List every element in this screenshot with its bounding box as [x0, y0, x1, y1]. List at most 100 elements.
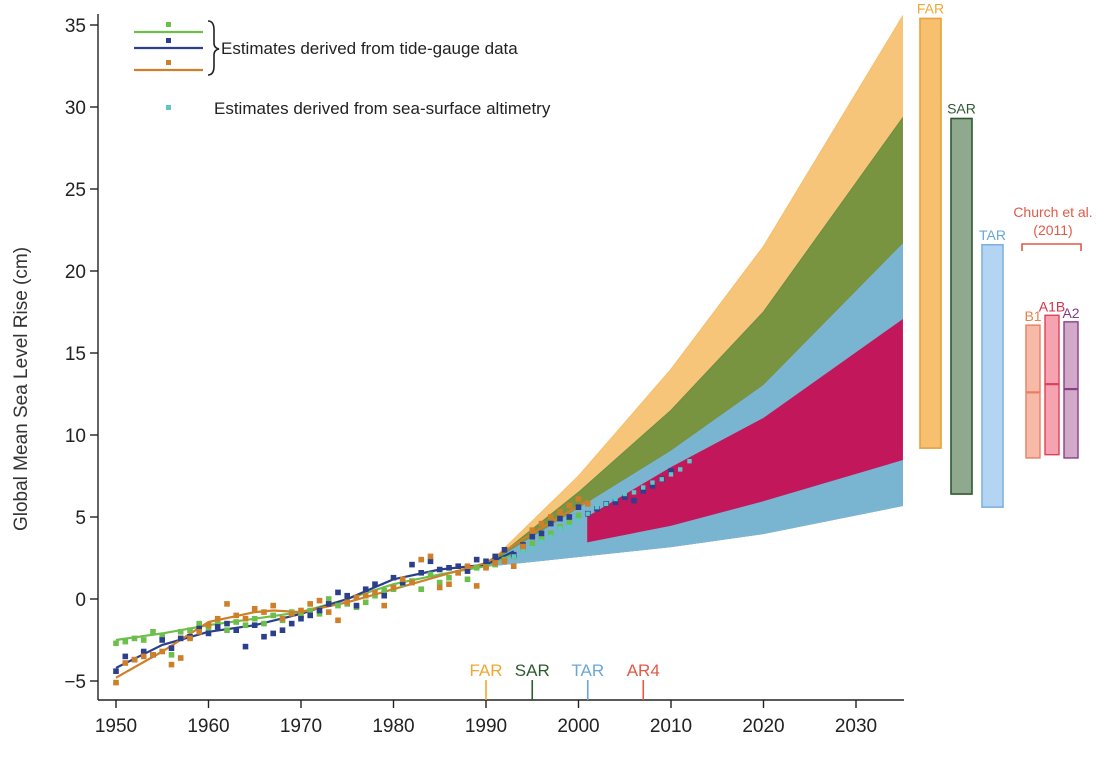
tide-gauge-point-2 — [399, 579, 406, 586]
tide-gauge-point-2 — [446, 565, 452, 571]
release-label-ar4: AR4 — [627, 661, 660, 680]
church-title-line1: Church et al. — [1013, 204, 1092, 220]
x-tick-label: 2030 — [835, 716, 877, 737]
tide-gauge-point-2 — [381, 592, 387, 599]
report-bar-tar — [981, 243, 1004, 508]
tide-gauge-point-3 — [177, 655, 184, 661]
tide-gauge-point-2 — [566, 514, 573, 520]
x-tick-label: 1960 — [187, 716, 229, 737]
tide-gauge-point-3 — [224, 601, 230, 607]
tide-gauge-point-3 — [335, 617, 341, 624]
tide-gauge-point-3 — [261, 609, 267, 615]
tide-gauge-point-2 — [214, 624, 221, 630]
tide-gauge-point-1 — [362, 599, 369, 606]
altimetry-point — [613, 496, 618, 502]
tide-gauge-point-1 — [261, 620, 267, 627]
tide-gauge-point-3 — [187, 635, 193, 642]
release-label-tar: TAR — [571, 661, 604, 680]
tide-gauge-point-1 — [150, 629, 156, 635]
tide-gauge-point-2 — [436, 566, 443, 573]
tide-gauge-point-2 — [668, 468, 674, 474]
y-tick-label: 10 — [65, 426, 86, 447]
y-tick-label: 20 — [65, 262, 86, 283]
altimetry-point — [687, 459, 692, 464]
tide-gauge-point-3 — [307, 601, 313, 607]
tide-gauge-point-3 — [233, 612, 239, 619]
tide-gauge-point-3 — [566, 502, 573, 509]
tide-gauge-point-1 — [113, 640, 119, 647]
report-release-markers: FAR SAR TAR AR4 — [469, 661, 660, 700]
legend-marker-1 — [166, 22, 171, 27]
tide-gauge-point-1 — [298, 612, 304, 619]
tide-gauge-point-3 — [288, 611, 295, 617]
tide-gauge-point-1 — [233, 619, 239, 625]
tide-gauge-point-2 — [270, 630, 276, 637]
tide-gauge-point-2 — [640, 488, 647, 494]
altimetry-point — [678, 467, 683, 472]
legend-brace — [207, 20, 220, 76]
release-label-far: FAR — [469, 661, 502, 680]
tide-gauge-point-1 — [251, 615, 258, 622]
altimetry-point — [567, 524, 572, 529]
tide-gauge-point-1 — [159, 633, 165, 640]
tide-gauge-point-1 — [187, 627, 193, 633]
altimetry-point — [539, 539, 544, 544]
tide-gauge-point-2 — [362, 586, 369, 592]
tide-gauge-point-3 — [455, 570, 461, 576]
tide-gauge-point-3 — [557, 509, 563, 515]
tide-gauge-point-2 — [492, 553, 498, 560]
tide-gauge-point-2 — [353, 602, 360, 609]
tide-gauge-point-2 — [251, 622, 258, 628]
tide-gauge-point-3 — [242, 615, 249, 622]
x-tick-label: 2010 — [650, 716, 692, 737]
tide-gauge-point-3 — [150, 652, 156, 658]
tide-gauge-point-1 — [566, 519, 573, 525]
tide-gauge-point-3 — [298, 607, 304, 614]
x-tick-label: 2020 — [742, 716, 784, 737]
tide-gauge-point-3 — [427, 553, 434, 560]
tide-gauge-point-1 — [335, 602, 341, 609]
tide-gauge-point-2 — [464, 568, 471, 574]
church-bar-label-a2: A2 — [1062, 305, 1079, 321]
church-title-line2: (2011) — [1033, 222, 1072, 238]
tide-gauge-series — [115, 499, 589, 679]
altimetry-point — [631, 490, 637, 495]
tide-gauge-point-1 — [214, 619, 221, 625]
tide-gauge-point-3 — [205, 622, 212, 628]
tide-gauge-point-1 — [242, 622, 249, 628]
tide-gauge-point-2 — [242, 643, 249, 650]
tide-gauge-point-3 — [492, 560, 498, 566]
tide-gauge-point-2 — [409, 561, 415, 568]
tide-gauge-point-1 — [131, 635, 138, 642]
tide-gauge-point-1 — [224, 627, 230, 633]
tide-gauge-point-3 — [409, 579, 415, 586]
report-bar-label-tar: TAR — [979, 227, 1006, 243]
tide-gauge-point-1 — [446, 574, 452, 581]
tide-gauge-point-3 — [483, 565, 489, 571]
church-bracket — [1021, 243, 1082, 251]
church-bar-label-b1: B1 — [1024, 308, 1041, 324]
tide-gauge-point-3 — [251, 606, 258, 612]
x-tick-label: 1980 — [372, 716, 414, 737]
tide-gauge-point-2 — [557, 515, 563, 522]
tide-gauge-point-3 — [520, 543, 526, 550]
tide-gauge-line-1 — [115, 552, 515, 642]
tide-gauge-point-2 — [316, 607, 323, 614]
legend-marker-3 — [166, 60, 171, 65]
tide-gauge-point-2 — [649, 483, 656, 489]
tide-gauge-point-3 — [362, 592, 369, 599]
tide-gauge-point-3 — [279, 615, 286, 622]
tide-gauge-point-2 — [325, 601, 332, 607]
tide-gauge-point-2 — [631, 497, 637, 504]
projection-bands — [484, 14, 903, 568]
altimetry-point — [659, 477, 664, 482]
tide-gauge-point-3 — [446, 581, 452, 587]
tide-gauge-point-3 — [270, 602, 276, 609]
tide-gauge-point-1 — [381, 588, 387, 594]
tide-gauge-point-1 — [575, 512, 582, 519]
tide-gauge-point-1 — [168, 652, 175, 658]
tide-gauge-point-3 — [113, 679, 119, 686]
tide-gauge-point-3 — [159, 648, 165, 655]
tide-gauge-point-3 — [418, 556, 424, 563]
